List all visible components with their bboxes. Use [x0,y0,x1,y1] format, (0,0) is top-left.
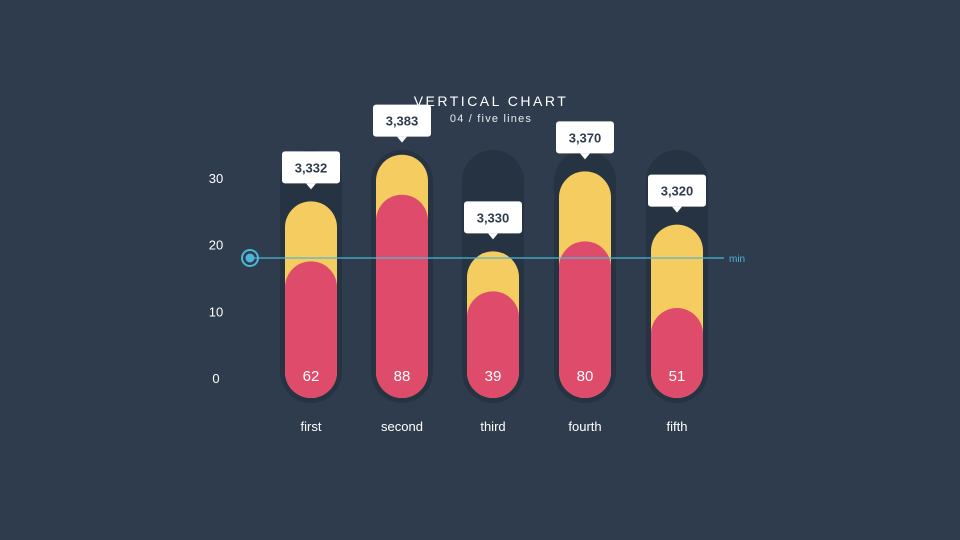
callout-bubble [556,121,614,154]
callout-label: 3,330 [477,210,510,225]
bar-red [467,291,519,398]
callout-pointer [672,206,682,213]
bar-value-label: 88 [394,368,411,385]
callout-bubble [648,174,706,207]
chart-title: VERTICAL CHART [413,93,569,109]
bar-red [285,261,337,398]
category-label: second [381,419,423,434]
callout-label: 3,332 [295,160,328,175]
bar-value-label: 62 [303,368,320,385]
callout-label: 3,370 [569,130,602,145]
callout-bubble [282,151,340,184]
y-tick-label: 20 [209,238,223,253]
bar-red [651,308,703,398]
callout-bubble [373,104,431,137]
callout-pointer [397,136,407,143]
y-tick-label: 0 [212,371,219,386]
callout-pointer [488,233,498,240]
callout-pointer [306,183,316,190]
chart-subtitle: 04 / five lines [449,113,533,125]
callout-bubble [464,201,522,234]
category-label: third [480,419,505,434]
callout-pointer [580,153,590,160]
bar-red [559,241,611,398]
category-label: first [301,419,322,434]
bar-value-label: 80 [577,368,594,385]
bar-red [376,194,428,398]
reference-line-label: min [729,254,745,265]
category-label: fifth [667,419,688,434]
y-tick-label: 30 [209,171,223,186]
callout-label: 3,383 [386,114,419,129]
reference-marker-dot [245,253,255,263]
callout-label: 3,320 [661,184,694,199]
category-label: fourth [568,419,601,434]
bar-value-label: 39 [485,368,502,385]
reference-marker-ring [241,249,259,267]
bar-value-label: 51 [669,368,686,385]
y-tick-label: 10 [209,304,223,319]
